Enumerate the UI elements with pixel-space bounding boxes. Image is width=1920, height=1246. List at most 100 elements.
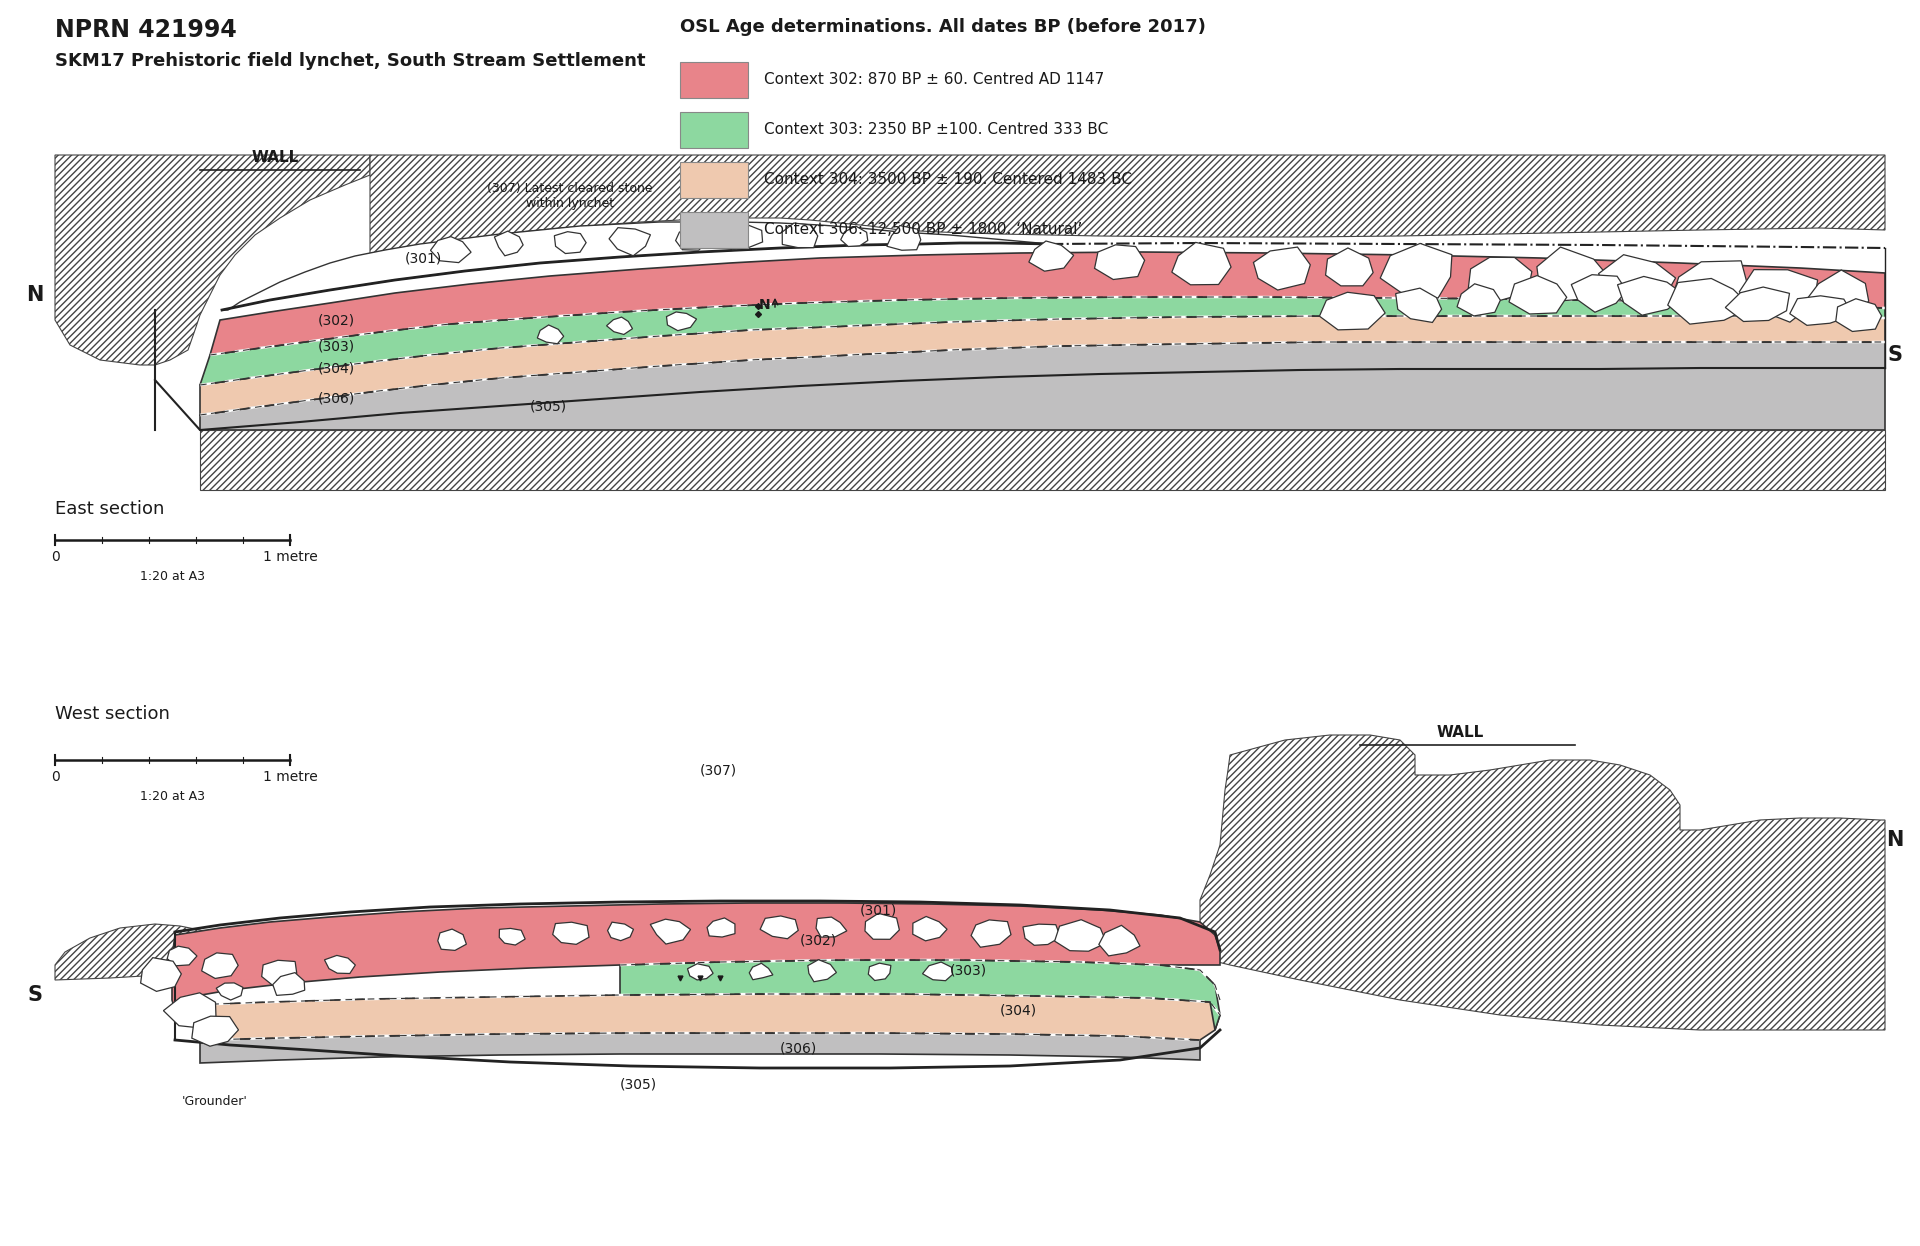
Text: (306): (306) xyxy=(319,391,355,405)
Polygon shape xyxy=(781,223,818,248)
Text: WALL: WALL xyxy=(1436,725,1484,740)
Polygon shape xyxy=(609,228,651,255)
FancyBboxPatch shape xyxy=(680,212,749,248)
Text: 1:20 at A3: 1:20 at A3 xyxy=(140,790,205,802)
Polygon shape xyxy=(1094,244,1144,279)
Text: S: S xyxy=(1887,345,1903,365)
Text: 0: 0 xyxy=(50,770,60,784)
Polygon shape xyxy=(749,963,774,979)
Text: N: N xyxy=(758,298,770,312)
Polygon shape xyxy=(538,325,564,344)
Text: 0: 0 xyxy=(50,549,60,564)
Text: (302): (302) xyxy=(801,933,837,947)
Polygon shape xyxy=(1396,288,1442,323)
Polygon shape xyxy=(1672,260,1747,316)
Polygon shape xyxy=(495,231,522,255)
Polygon shape xyxy=(1319,293,1384,330)
Polygon shape xyxy=(1029,240,1073,272)
Polygon shape xyxy=(430,237,470,263)
Text: West section: West section xyxy=(56,705,169,723)
Polygon shape xyxy=(1599,254,1676,309)
Text: (302): (302) xyxy=(319,313,355,326)
Text: SKM17 Prehistoric field lynchet, South Stream Settlement: SKM17 Prehistoric field lynchet, South S… xyxy=(56,52,645,70)
FancyBboxPatch shape xyxy=(680,112,749,148)
Text: East section: East section xyxy=(56,500,165,518)
Polygon shape xyxy=(1571,274,1626,313)
Polygon shape xyxy=(1789,295,1853,325)
Polygon shape xyxy=(972,920,1012,947)
Polygon shape xyxy=(190,994,1219,1040)
Polygon shape xyxy=(816,917,847,937)
Text: 'Grounder': 'Grounder' xyxy=(182,1095,248,1108)
Polygon shape xyxy=(200,316,1885,415)
Polygon shape xyxy=(200,430,1885,490)
Polygon shape xyxy=(200,341,1885,430)
Text: (307): (307) xyxy=(701,763,737,778)
Polygon shape xyxy=(223,222,1050,310)
Polygon shape xyxy=(808,959,837,982)
Polygon shape xyxy=(1807,270,1868,318)
Text: OSL Age determinations. All dates BP (before 2017): OSL Age determinations. All dates BP (be… xyxy=(680,17,1206,36)
Text: (307) Latest cleared stone
within lynchet: (307) Latest cleared stone within lynche… xyxy=(488,182,653,211)
Polygon shape xyxy=(163,993,215,1028)
Polygon shape xyxy=(922,962,952,981)
Polygon shape xyxy=(209,252,1885,355)
Polygon shape xyxy=(728,226,762,249)
Polygon shape xyxy=(173,903,1219,1011)
Polygon shape xyxy=(261,961,298,986)
Polygon shape xyxy=(1380,243,1452,298)
Text: 1:20 at A3: 1:20 at A3 xyxy=(140,569,205,583)
Text: (301): (301) xyxy=(860,903,897,917)
Text: NPRN 421994: NPRN 421994 xyxy=(56,17,236,42)
Polygon shape xyxy=(620,959,1219,1030)
Polygon shape xyxy=(202,953,238,978)
Text: Context 306: 12,500 BP ± 1800. ‘Natural’: Context 306: 12,500 BP ± 1800. ‘Natural’ xyxy=(764,223,1083,238)
Polygon shape xyxy=(167,946,198,966)
Text: 1 metre: 1 metre xyxy=(263,549,317,564)
Polygon shape xyxy=(841,226,868,247)
Polygon shape xyxy=(273,973,305,996)
Text: (304): (304) xyxy=(319,361,355,375)
FancyBboxPatch shape xyxy=(680,62,749,98)
Polygon shape xyxy=(217,983,244,1001)
Polygon shape xyxy=(760,916,799,938)
Polygon shape xyxy=(200,1033,1200,1063)
Text: Context 302: 870 BP ± 60. Centred AD 1147: Context 302: 870 BP ± 60. Centred AD 114… xyxy=(764,72,1104,87)
Text: (301): (301) xyxy=(405,250,442,265)
Polygon shape xyxy=(1054,920,1106,951)
Polygon shape xyxy=(1617,277,1686,315)
Text: N: N xyxy=(27,285,44,305)
Polygon shape xyxy=(707,918,735,937)
Polygon shape xyxy=(499,928,526,944)
Polygon shape xyxy=(1171,243,1231,285)
Polygon shape xyxy=(676,226,708,250)
Text: Context 303: 2350 BP ±100. Centred 333 BC: Context 303: 2350 BP ±100. Centred 333 B… xyxy=(764,122,1108,137)
Polygon shape xyxy=(607,922,634,941)
Text: N: N xyxy=(1885,830,1905,850)
Polygon shape xyxy=(1536,247,1611,300)
Text: (305): (305) xyxy=(620,1078,657,1091)
Polygon shape xyxy=(1325,248,1373,285)
Text: (306): (306) xyxy=(780,1040,818,1055)
Polygon shape xyxy=(1836,299,1882,331)
Polygon shape xyxy=(1023,925,1060,946)
Polygon shape xyxy=(56,925,230,981)
Text: Context 304: 3500 BP ± 190. Centered 1483 BC: Context 304: 3500 BP ± 190. Centered 148… xyxy=(764,172,1133,187)
Text: (303): (303) xyxy=(950,963,987,977)
Polygon shape xyxy=(651,920,691,944)
Polygon shape xyxy=(200,297,1885,385)
Polygon shape xyxy=(687,963,712,979)
Text: 1 metre: 1 metre xyxy=(263,770,317,784)
Polygon shape xyxy=(887,226,922,250)
Polygon shape xyxy=(1726,287,1789,321)
Polygon shape xyxy=(555,232,586,253)
Polygon shape xyxy=(912,917,947,941)
Text: (305): (305) xyxy=(530,399,566,412)
Text: WALL: WALL xyxy=(252,150,300,164)
Polygon shape xyxy=(1509,275,1567,314)
Text: (304): (304) xyxy=(1000,1003,1037,1017)
Polygon shape xyxy=(192,1017,238,1047)
Polygon shape xyxy=(1098,926,1140,956)
FancyBboxPatch shape xyxy=(680,162,749,198)
Polygon shape xyxy=(1200,735,1885,1030)
